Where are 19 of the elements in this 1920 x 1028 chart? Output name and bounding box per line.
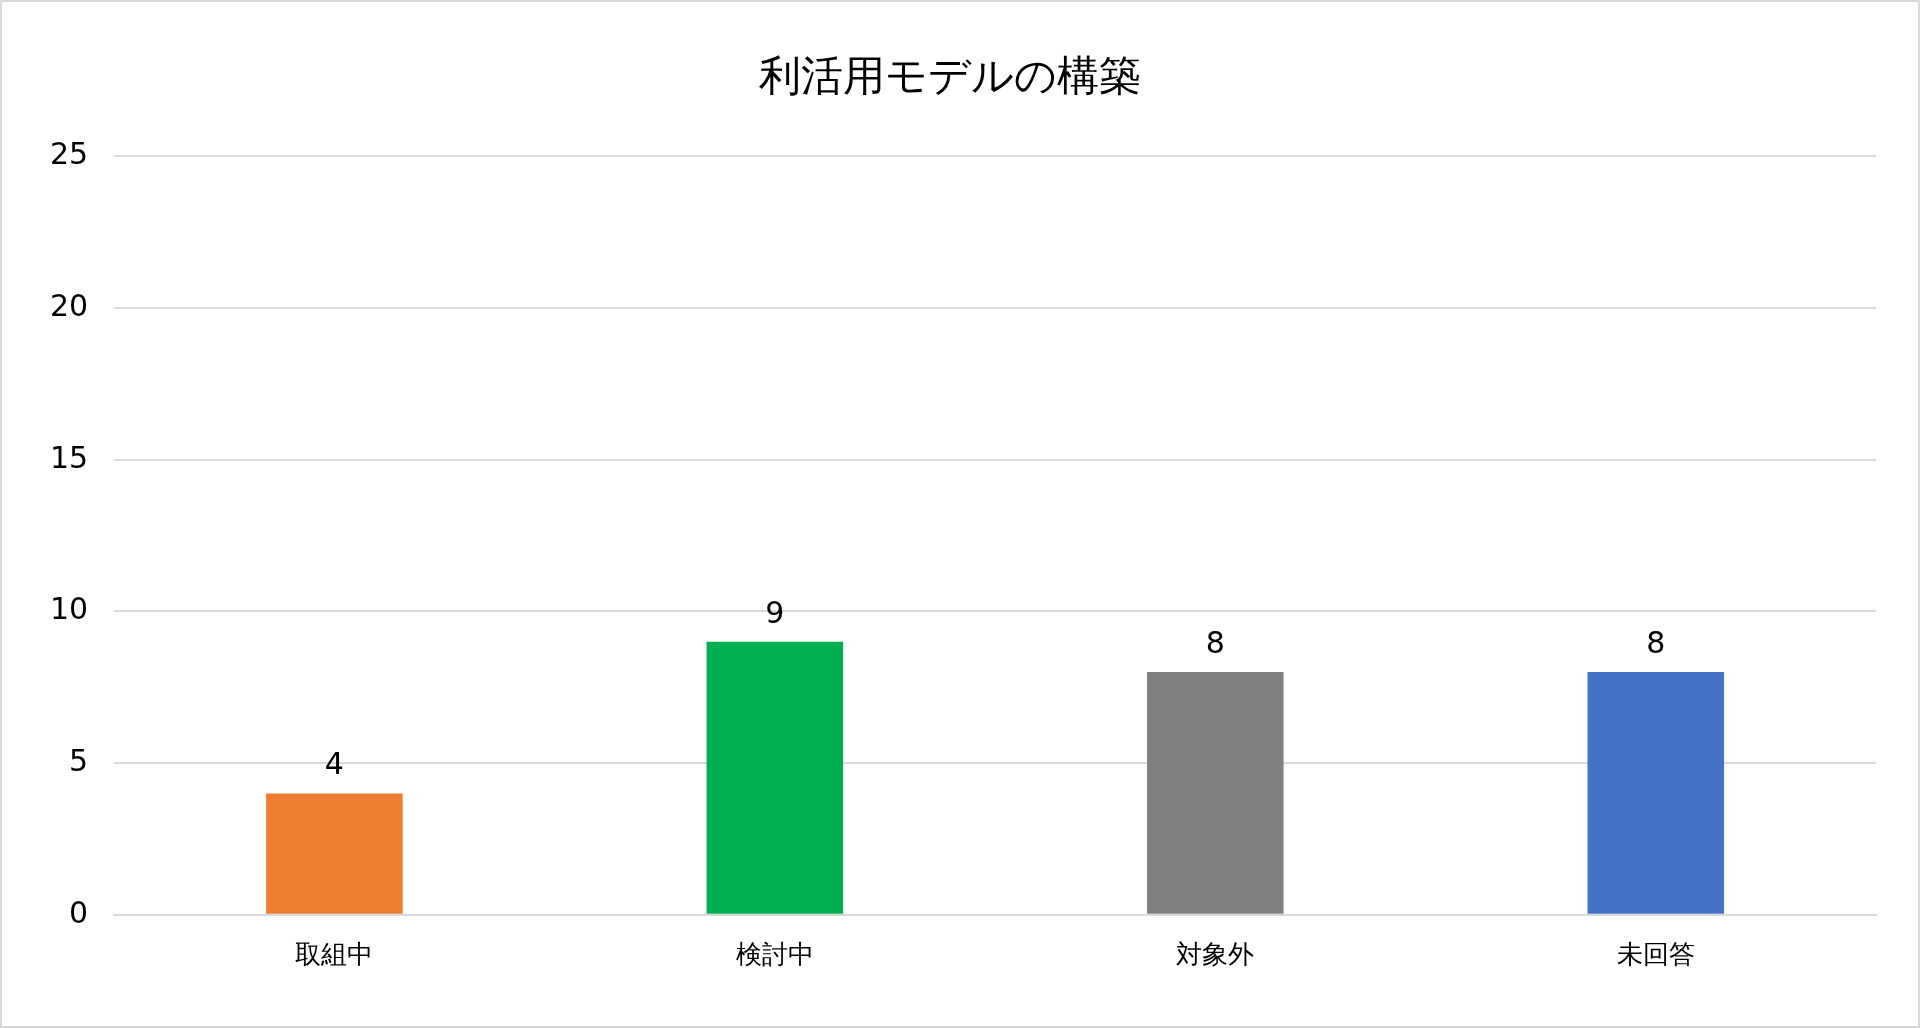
y-tick-label: 15 (49, 439, 89, 475)
bar (1147, 672, 1284, 914)
y-tick-label: 20 (49, 287, 89, 323)
data-label: 4 (324, 746, 344, 782)
chart-title: 利活用モデルの構築 (759, 51, 1141, 101)
y-tick-label: 0 (69, 894, 89, 930)
y-tick-label: 25 (49, 136, 89, 172)
y-tick-label: 10 (49, 591, 89, 627)
x-tick-label: 対象外 (1176, 939, 1255, 970)
y-tick-label: 5 (69, 742, 89, 778)
data-label: 9 (765, 594, 785, 630)
x-tick-label: 未回答 (1616, 939, 1695, 970)
x-tick-label: 取組中 (295, 939, 374, 970)
x-tick-label: 検討中 (735, 939, 814, 970)
data-label: 8 (1205, 624, 1225, 660)
bar (1587, 672, 1725, 914)
data-label: 8 (1646, 624, 1666, 660)
bar (706, 641, 844, 914)
bar (266, 793, 403, 914)
